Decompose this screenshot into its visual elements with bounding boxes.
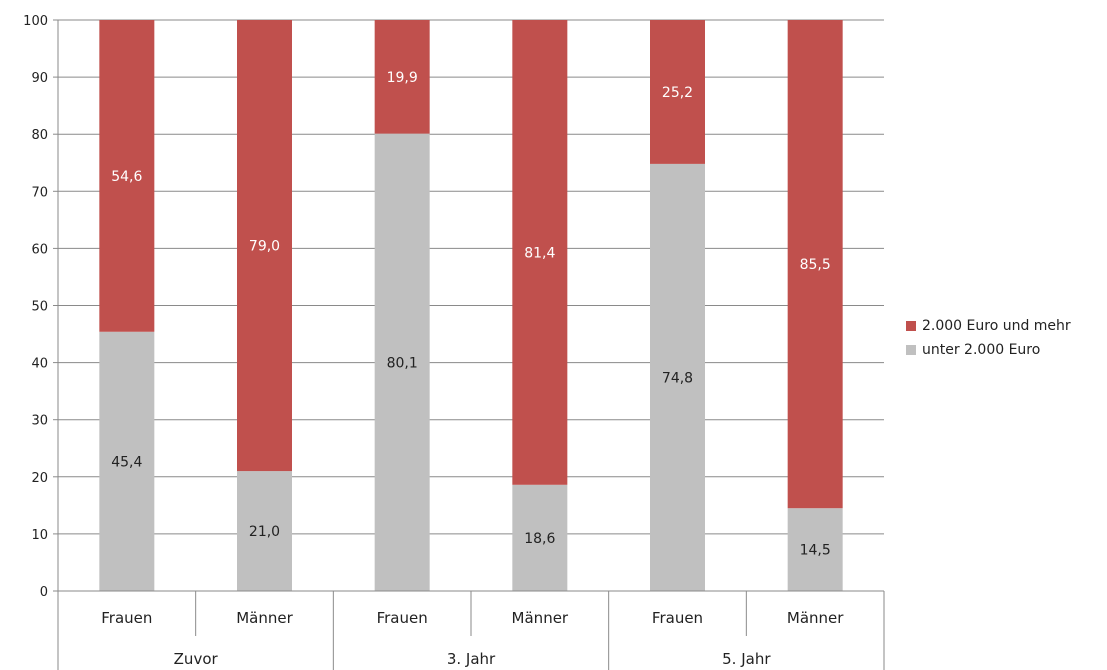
data-label-lower: 45,4 [111, 454, 142, 470]
data-label-upper: 25,2 [662, 85, 693, 101]
y-tick-label: 0 [40, 585, 48, 600]
y-tick-label: 20 [31, 471, 48, 486]
bar-segment-upper [787, 20, 843, 509]
x-axis: Frauen Männer Frauen Männer Frauen Männer Zuvo… [57, 590, 885, 670]
y-tick-label: 30 [31, 414, 48, 429]
y-tick-label: 60 [31, 242, 48, 257]
category-label: Frauen [101, 609, 152, 627]
y-tick-label: 40 [31, 357, 48, 372]
category-label: Männer [236, 609, 293, 627]
data-label-lower: 14,5 [800, 543, 831, 559]
bar-segment-lower [787, 508, 843, 591]
bar-segment-lower [650, 163, 705, 591]
category-label: Frauen [652, 609, 703, 627]
category-label: Männer [512, 609, 569, 627]
y-tick-label: 50 [31, 300, 48, 315]
data-label-upper: 81,4 [524, 245, 555, 261]
data-label-lower: 74,8 [662, 370, 693, 386]
bar-segment-lower [237, 471, 292, 591]
data-label-upper: 19,9 [387, 70, 418, 86]
legend-label-lower: unter 2.000 Euro [922, 342, 1041, 358]
group-label: 5. Jahr [722, 650, 771, 668]
bar-segment-upper [374, 20, 430, 134]
category-label: Frauen [377, 609, 428, 627]
data-label-upper: 54,6 [111, 169, 142, 185]
bars [99, 20, 843, 591]
y-tick-label: 10 [31, 528, 48, 543]
y-tick-label: 80 [31, 128, 48, 143]
gridlines [58, 19, 884, 535]
legend-swatch-upper [906, 321, 916, 331]
y-tick-label: 70 [31, 185, 48, 200]
legend-item: 2.000 Euro und mehr [906, 314, 1071, 338]
data-label-upper: 85,5 [800, 257, 831, 273]
y-tick-label: 90 [31, 71, 48, 86]
bar-segment-lower [512, 484, 568, 591]
category-label: Männer [787, 609, 844, 627]
data-label-lower: 80,1 [387, 355, 418, 371]
bar-segment-lower [99, 331, 155, 591]
bar-segment-upper [99, 20, 155, 332]
data-label-lower: 18,6 [524, 531, 555, 547]
data-label-upper: 79,0 [249, 239, 280, 255]
data-label-lower: 21,0 [249, 524, 280, 540]
bar-segment-upper [237, 20, 292, 472]
group-label: 3. Jahr [447, 650, 496, 668]
bar-segment-upper [512, 20, 568, 485]
legend-label-upper: 2.000 Euro und mehr [922, 318, 1071, 334]
legend: 2.000 Euro und mehr unter 2.000 Euro [906, 314, 1071, 362]
bar-segment-lower [374, 133, 430, 591]
data-labels: 45,4 54,6 21,0 79,0 80,1 19,9 18,6 81,4 74,8 25,2… [111, 70, 831, 559]
y-tick-label: 100 [23, 14, 48, 29]
legend-swatch-lower [906, 345, 916, 355]
y-axis: 0 10 20 30 40 50 60 70 80 90 100 [23, 14, 59, 600]
group-label: Zuvor [174, 650, 219, 668]
bar-segment-upper [650, 20, 705, 164]
legend-item: unter 2.000 Euro [906, 338, 1071, 362]
